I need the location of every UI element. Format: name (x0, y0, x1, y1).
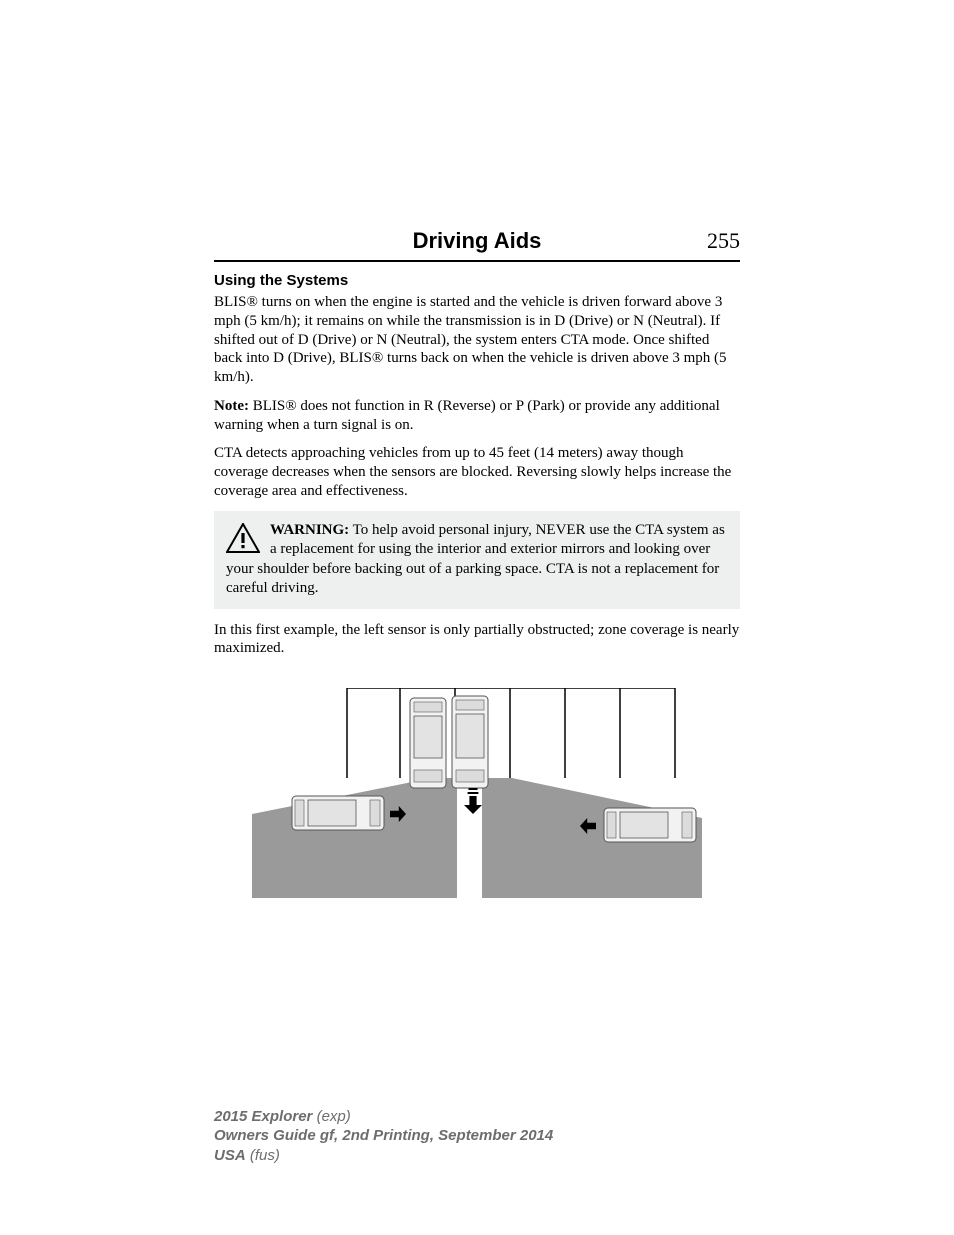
footer-model-code: (exp) (312, 1108, 350, 1125)
paragraph-note: Note: BLIS® does not function in R (Reve… (214, 397, 740, 435)
footer-region-code: (fus) (246, 1147, 280, 1164)
paragraph-4: In this first example, the left sensor i… (214, 621, 740, 659)
footer-model: 2015 Explorer (214, 1108, 312, 1125)
note-label: Note: (214, 398, 249, 414)
footer: 2015 Explorer (exp) Owners Guide gf, 2nd… (214, 1107, 553, 1166)
paragraph-1: BLIS® turns on when the engine is starte… (214, 293, 740, 387)
warning-label: WARNING: (270, 522, 349, 538)
footer-region: USA (214, 1147, 246, 1164)
cta-coverage-diagram (252, 688, 702, 898)
footer-line-2: Owners Guide gf, 2nd Printing, September… (214, 1126, 553, 1146)
footer-line-1: 2015 Explorer (exp) (214, 1107, 553, 1127)
warning-triangle-icon (226, 523, 260, 553)
paragraph-3: CTA detects approaching vehicles from up… (214, 444, 740, 500)
footer-line-3: USA (fus) (214, 1146, 553, 1166)
page-header: Driving Aids 255 (214, 228, 740, 262)
warning-box: WARNING: To help avoid personal injury, … (214, 511, 740, 609)
note-text: BLIS® does not function in R (Reverse) o… (214, 398, 720, 433)
chapter-title: Driving Aids (214, 228, 740, 254)
page: Driving Aids 255 Using the Systems BLIS®… (0, 0, 954, 1235)
section-heading: Using the Systems (214, 272, 740, 289)
page-number: 255 (707, 228, 740, 254)
